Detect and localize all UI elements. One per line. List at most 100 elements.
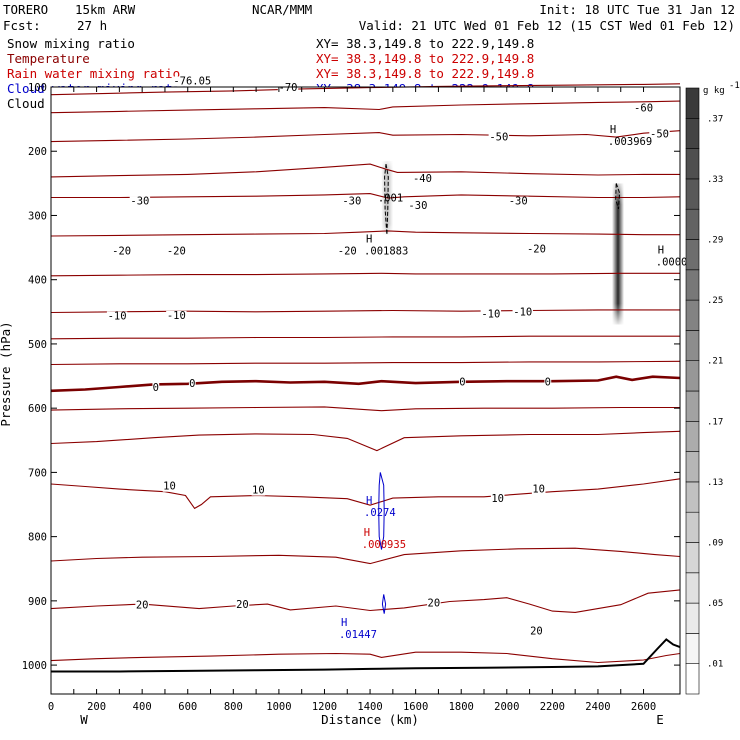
contour-label-background: [458, 377, 466, 388]
colorbar-label: .01: [707, 660, 723, 670]
colorbar-bin: [685, 178, 700, 210]
moisture-contour-label: .001: [378, 192, 403, 204]
temperature-contour-label: 0: [189, 378, 195, 390]
x-tick-label: 2200: [540, 701, 565, 713]
valid-time: Valid: 21 UTC Wed 01 Feb 12 (15 CST Wed …: [359, 18, 735, 33]
temperature-contour: [50, 589, 681, 613]
snow-contour: [615, 183, 621, 210]
colorbar-bin: [685, 451, 700, 483]
legend-field-xy: XY= 38.3,149.8 to 222.9,149.8: [316, 36, 534, 51]
temperature-contour-label: 20: [530, 625, 543, 637]
temperature-contour-label: -50: [489, 131, 508, 143]
model-name: TORERO: [3, 2, 48, 17]
colorbar-bin: [685, 239, 700, 271]
temperature-contour-label: 20: [136, 600, 149, 612]
temperature-contour-label: 10: [252, 485, 265, 497]
y-tick-label: 100: [28, 82, 47, 94]
temperature-contour-label: -30: [408, 200, 427, 212]
contour-label-background: [427, 598, 441, 609]
high-marker: H: [341, 617, 347, 629]
temperature-contour-label: 0: [459, 377, 465, 389]
contour-label-background: [171, 76, 213, 87]
contour-label-background: [480, 309, 502, 320]
axes: 0 200 400 600 800 1000 1200 1400 1600 1800 2000 220…: [22, 82, 680, 713]
contour-label-background: [526, 244, 547, 255]
colorbar-bin: [685, 269, 700, 301]
contour-label-background: [337, 246, 358, 257]
west-label: W: [80, 712, 88, 727]
temperature-contour: [50, 651, 681, 664]
x-tick-label: 800: [224, 701, 243, 713]
temperature-contour: [51, 193, 681, 199]
y-tick-label: 600: [28, 403, 47, 415]
contour-label-background: [633, 103, 654, 114]
snow-shading-column: [612, 183, 625, 325]
contour-label-background: [135, 600, 149, 611]
high-marker: H: [364, 527, 370, 539]
temperature-contour-label: -20: [527, 244, 546, 256]
colorbar-label: .25: [707, 296, 723, 306]
colorbar-label: .05: [707, 599, 723, 609]
contour-label-background: [152, 382, 160, 393]
contour-label-background: [544, 377, 552, 388]
temperature-contour-label: 0: [545, 377, 551, 389]
colorbar-bin: [685, 208, 700, 240]
x-tick-label: 200: [87, 701, 106, 713]
cloud-water-contour: [381, 594, 387, 614]
y-tick-label: 200: [28, 146, 47, 158]
contour-label-background: [529, 626, 544, 637]
legend-field-name: Snow mixing ratio: [7, 36, 135, 51]
colorbar-label: .29: [707, 236, 723, 246]
legend-field-xy: XY= 38.3,149.8 to 222.9,149.8: [316, 51, 534, 66]
colorbar-label: .09: [707, 539, 723, 549]
colorbar-bin: [685, 148, 700, 180]
contour-label-background: [341, 196, 363, 207]
high-value-label: .0274: [364, 507, 396, 519]
colorbar-bin: [685, 360, 700, 392]
ground-line: [51, 638, 681, 673]
contour-label-background: [111, 246, 132, 257]
colorbar-label: .21: [707, 357, 723, 367]
colorbar-label: .37: [707, 114, 723, 124]
forecast-hours: 27 h: [77, 18, 107, 33]
ground-layer: [51, 638, 681, 673]
contour-label-background: [412, 174, 433, 185]
x-tick-label: 1600: [403, 701, 428, 713]
x-tick-label: 1200: [312, 701, 337, 713]
colorbar-bin: [685, 87, 700, 119]
model-resolution: 15km ARW: [75, 2, 136, 17]
contour-label-background: [531, 484, 546, 495]
temperature-contour-label: -20: [112, 246, 131, 258]
contour-label-background: [251, 485, 266, 496]
high-marker: H: [610, 124, 616, 136]
colorbar-bin: [685, 572, 700, 604]
east-label: E: [656, 712, 664, 727]
temperature-contour-label: -20: [338, 246, 357, 258]
contour-label-background: [512, 307, 533, 318]
colorbar-bin: [685, 663, 700, 695]
temperature-contour-label: -30: [130, 196, 149, 208]
temperature-contour: [50, 100, 681, 114]
freezing-level-contour: [50, 375, 681, 393]
x-tick-label: 0: [48, 701, 54, 713]
contour-label-background: [166, 310, 187, 321]
temperature-contour: [50, 478, 681, 510]
temperature-contour: [50, 360, 681, 366]
temperature-contour: [50, 430, 681, 452]
contour-label-background: [162, 481, 177, 492]
high-marker: H: [658, 245, 664, 257]
temperature-contour-label: -10: [167, 310, 186, 322]
contour-label-background: [106, 311, 128, 322]
contour-label-background: [490, 493, 505, 504]
y-tick-label: 800: [28, 532, 47, 544]
colorbar-unit-exponent: -1: [729, 81, 740, 91]
colorbar-bin: [685, 633, 700, 665]
legend-field-name: Rain water mixing ratio: [7, 66, 180, 81]
contour-label-background: [277, 82, 299, 93]
temperature-contour-label: 10: [532, 483, 545, 495]
legend-field-name: Temperature: [7, 51, 90, 66]
colorbar-label: .33: [707, 175, 723, 185]
moisture-contours: [378, 164, 621, 614]
x-tick-label: 2600: [631, 701, 656, 713]
temperature-contour: [50, 547, 681, 565]
